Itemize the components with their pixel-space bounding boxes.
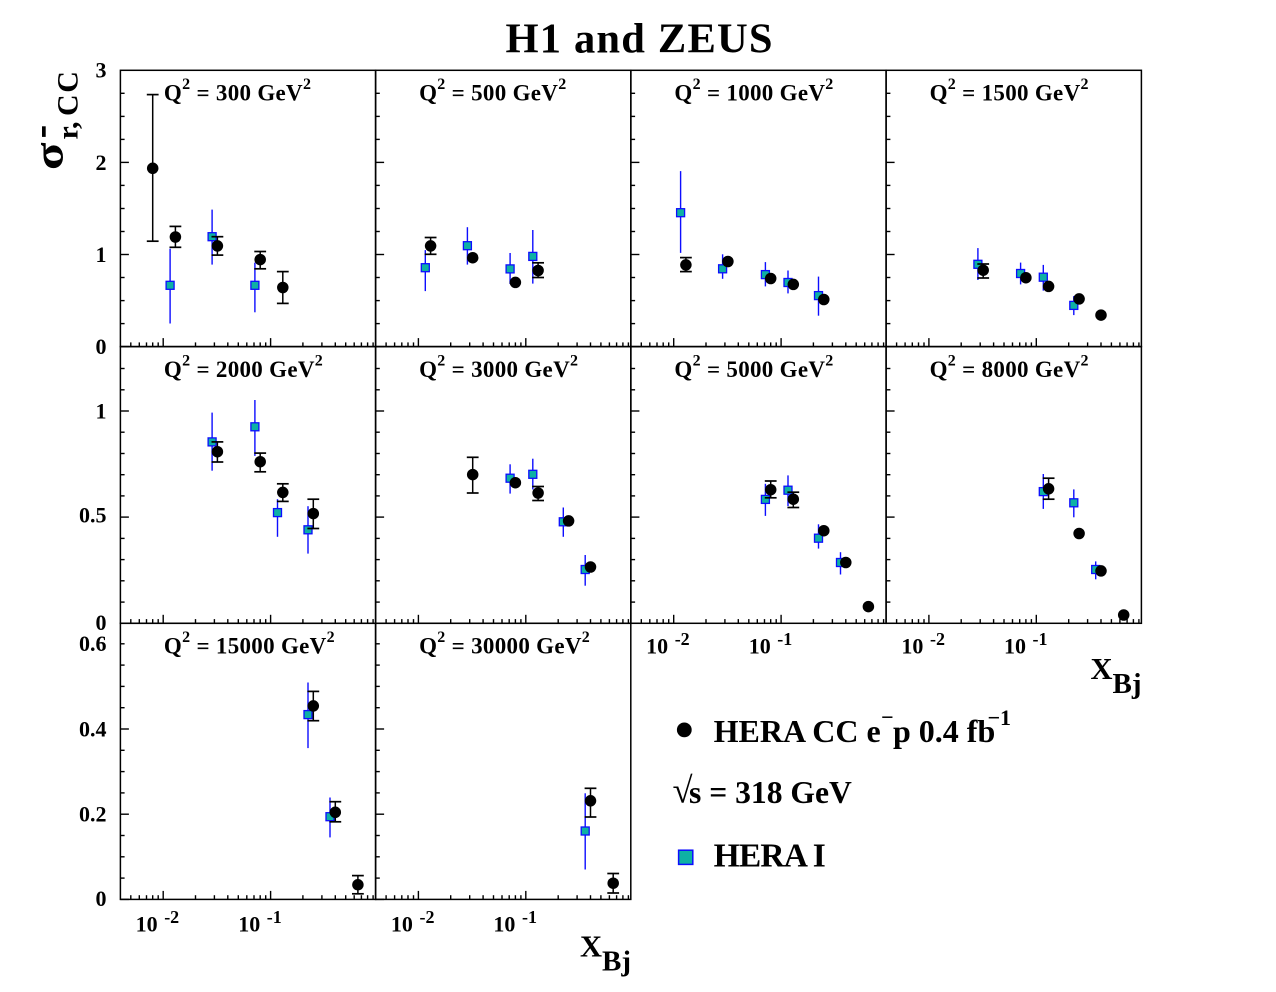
svg-text:Q2 = 5000 GeV2: Q2 = 5000 GeV2	[674, 353, 833, 383]
svg-text:0.4: 0.4	[79, 716, 107, 741]
svg-text:r,CC: r,CC	[52, 70, 85, 140]
svg-text:-1: -1	[1033, 629, 1048, 649]
svg-text:10: 10	[391, 912, 413, 937]
svg-text:s = 318 GeV: s = 318 GeV	[689, 775, 852, 810]
svg-text:HERA CC e: HERA CC e	[714, 713, 881, 749]
svg-text:σ: σ	[26, 142, 72, 170]
svg-text:-2: -2	[675, 629, 690, 649]
svg-text:10: 10	[1004, 634, 1026, 659]
svg-text:Q2 = 30000 GeV2: Q2 = 30000 GeV2	[419, 629, 590, 659]
svg-text:Q2 = 1500 GeV2: Q2 = 1500 GeV2	[930, 76, 1089, 106]
svg-text:10: 10	[136, 912, 158, 937]
svg-text:0: 0	[96, 610, 107, 635]
svg-text:-2: -2	[420, 907, 435, 927]
svg-text:10: 10	[493, 912, 515, 937]
svg-text:-1: -1	[777, 629, 792, 649]
svg-text:Q2 = 3000 GeV2: Q2 = 3000 GeV2	[419, 353, 578, 383]
svg-text:0: 0	[96, 886, 107, 911]
svg-text:0.5: 0.5	[79, 503, 107, 528]
svg-text:10: 10	[749, 634, 771, 659]
svg-text:−1: −1	[988, 705, 1012, 730]
svg-text:Q2 = 8000 GeV2: Q2 = 8000 GeV2	[930, 353, 1089, 383]
svg-text:-1: -1	[267, 907, 282, 927]
svg-text:0.2: 0.2	[79, 802, 107, 827]
svg-text:1: 1	[96, 398, 107, 423]
svg-text:H1 and ZEUS: H1 and ZEUS	[505, 16, 773, 63]
svg-text:2: 2	[96, 150, 107, 175]
svg-text:-2: -2	[930, 629, 945, 649]
svg-text:0.6: 0.6	[79, 631, 107, 656]
svg-text:Q2 = 2000 GeV2: Q2 = 2000 GeV2	[164, 353, 323, 383]
svg-text:Q2 = 300 GeV2: Q2 = 300 GeV2	[164, 76, 311, 106]
svg-text:-2: -2	[164, 907, 179, 927]
svg-text:10: 10	[646, 634, 668, 659]
svg-text:3: 3	[96, 57, 107, 82]
svg-text:XBj: XBj	[580, 929, 631, 977]
svg-text:0: 0	[96, 334, 107, 359]
svg-text:√: √	[673, 769, 693, 810]
svg-text:Q2 = 500 GeV2: Q2 = 500 GeV2	[419, 76, 566, 106]
svg-text:Q2 = 1000 GeV2: Q2 = 1000 GeV2	[674, 76, 833, 106]
svg-text:Q2 = 15000 GeV2: Q2 = 15000 GeV2	[164, 629, 335, 659]
svg-text:1: 1	[96, 242, 107, 267]
svg-text:-1: -1	[522, 907, 537, 927]
svg-text:10: 10	[238, 912, 260, 937]
svg-text:p 0.4 fb: p 0.4 fb	[893, 713, 995, 749]
svg-text:−: −	[881, 705, 894, 730]
svg-text:10: 10	[901, 634, 923, 659]
